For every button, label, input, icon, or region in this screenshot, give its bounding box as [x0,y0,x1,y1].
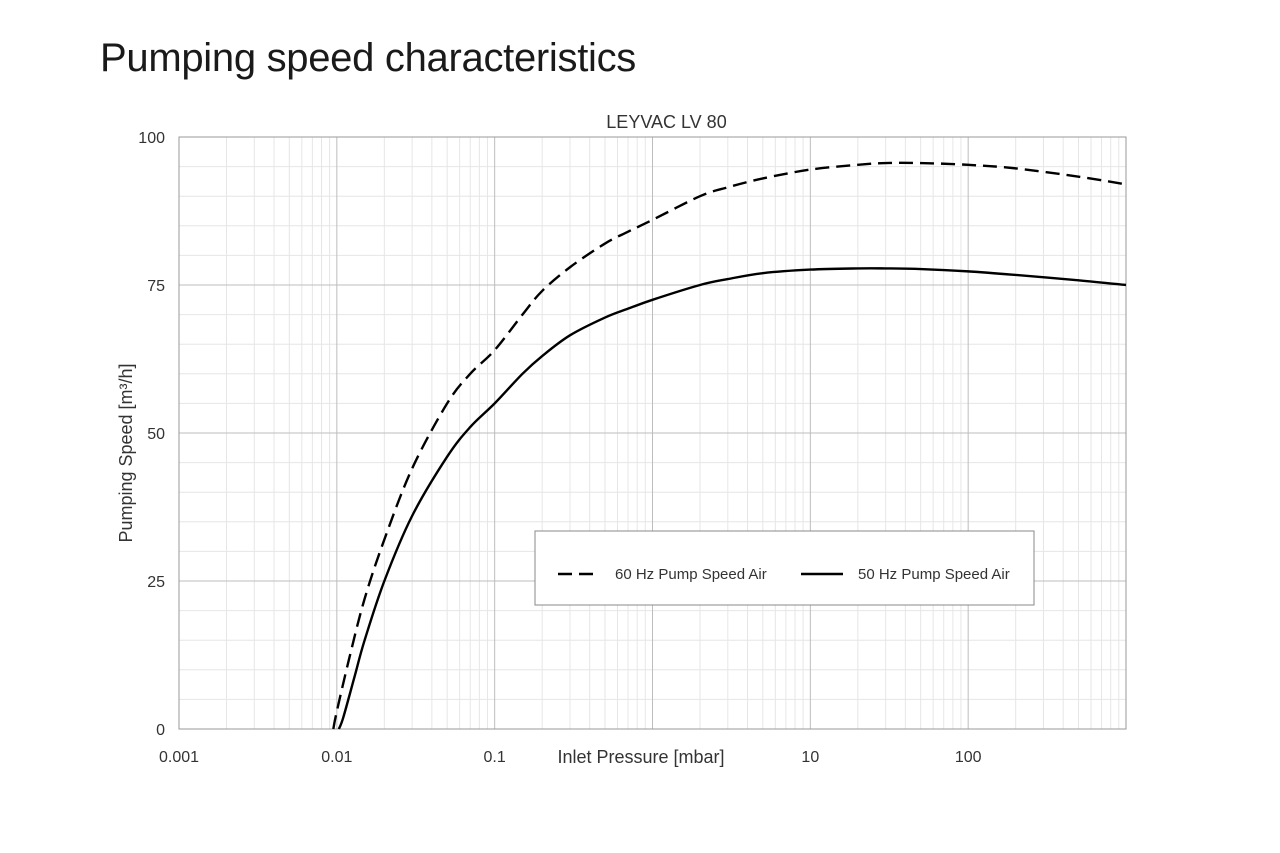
y-axis-label: Pumping Speed [m³/h] [116,363,136,542]
y-tick-label: 75 [147,278,165,295]
chart-title: LEYVAC LV 80 [606,112,726,132]
y-tick-label: 0 [156,722,165,739]
legend: 60 Hz Pump Speed Air 50 Hz Pump Speed Ai… [534,530,1035,606]
y-tick-label: 50 [147,426,165,443]
x-tick-label: 10 [801,749,819,766]
legend-box [534,530,1035,606]
tick-labels: 0.001 0.01 0.1 10 100 0 25 50 75 100 [138,130,981,766]
x-axis-label: Inlet Pressure [mbar] [557,747,724,767]
page-title: Pumping speed characteristics [100,36,637,80]
x-tick-label: 0.001 [159,749,199,766]
x-tick-label: 0.1 [484,749,506,766]
legend-label-50hz: 50 Hz Pump Speed Air [858,566,1010,583]
y-tick-label: 25 [147,574,165,591]
series-layer [332,161,1127,730]
x-tick-label: 0.01 [321,749,352,766]
x-tick-label: 100 [955,749,982,766]
series-line-60hz [332,161,1127,730]
series-line-50hz [337,267,1127,730]
plot-frame [178,136,1127,730]
legend-label-60hz: 60 Hz Pump Speed Air [615,566,767,583]
y-tick-label: 100 [138,130,165,147]
